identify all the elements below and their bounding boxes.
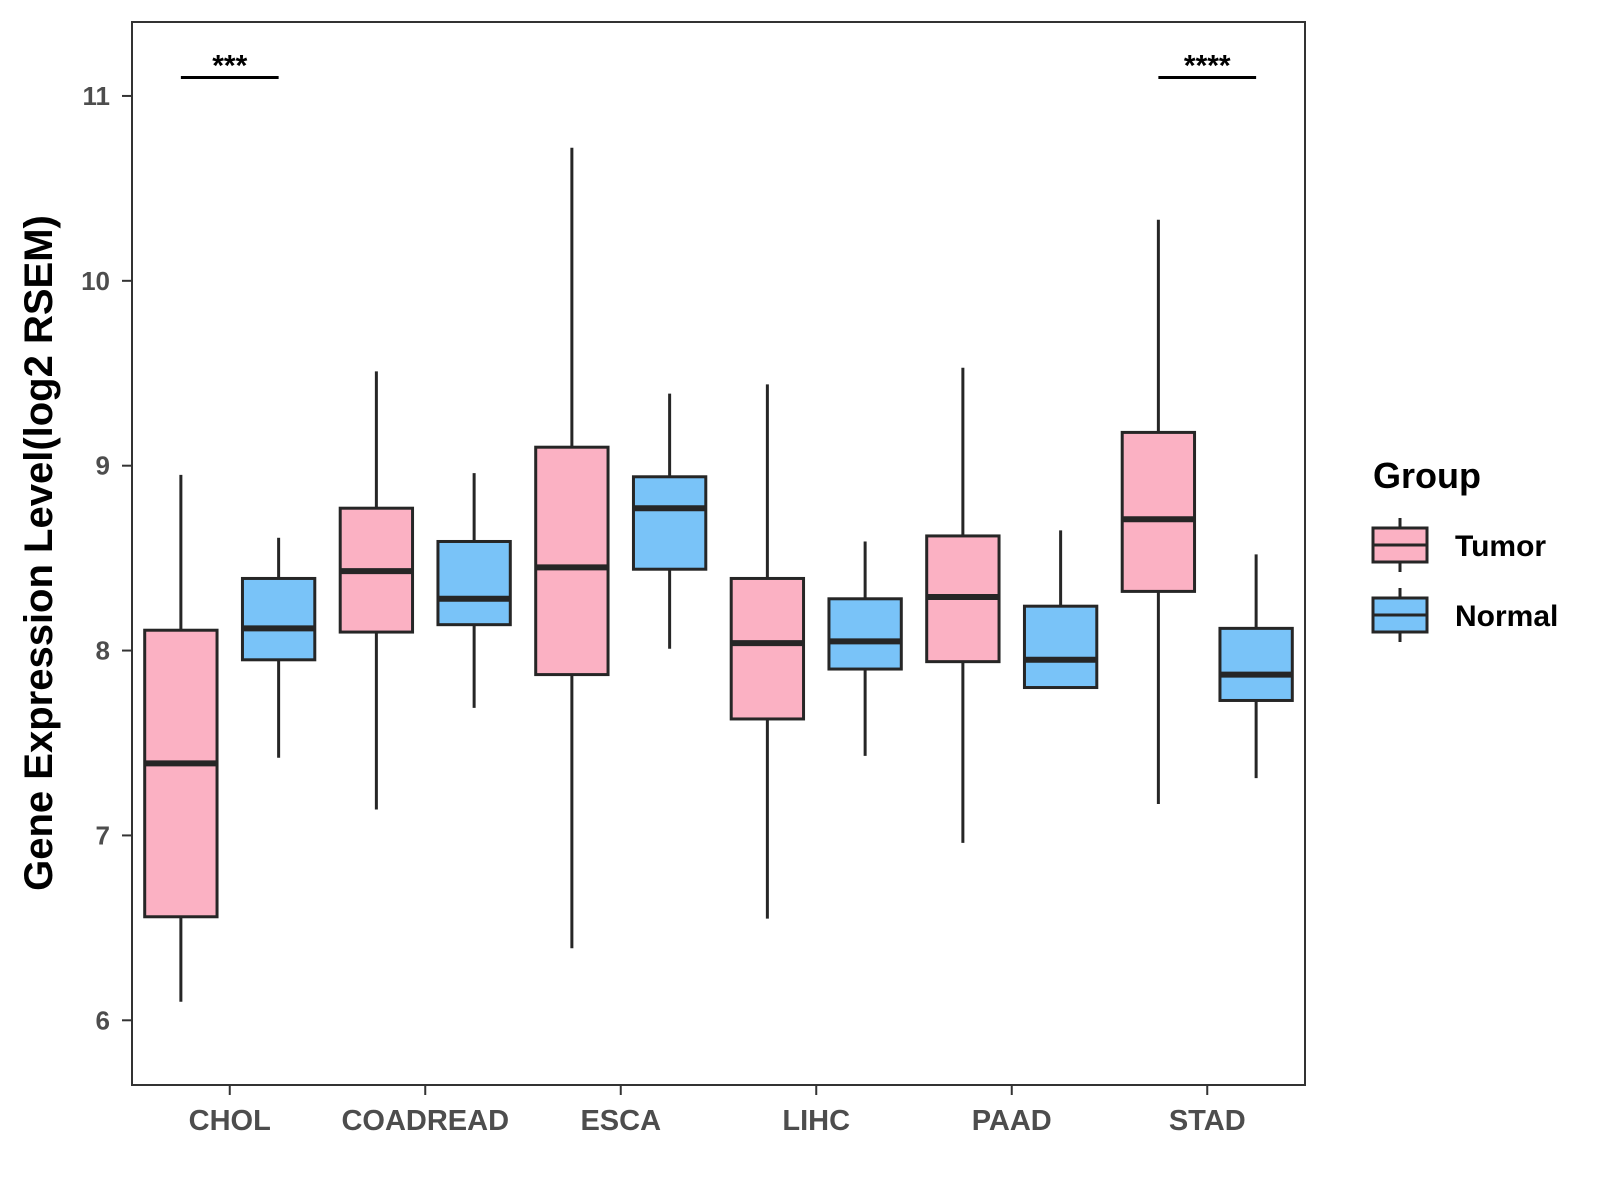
y-tick-label: 11 xyxy=(83,81,111,111)
x-tick-label: ESCA xyxy=(580,1105,661,1137)
box-iqr xyxy=(534,445,610,677)
y-tick-label: 10 xyxy=(81,266,110,296)
legend-title: Group xyxy=(1373,455,1481,496)
box-iqr xyxy=(729,576,806,721)
box-iqr xyxy=(436,539,512,627)
y-axis: 6 7 8 9 10 11 xyxy=(81,81,132,1035)
normal-legend-key xyxy=(1371,588,1429,642)
tumor-legend-label: Tumor xyxy=(1455,530,1546,563)
tumor-box-coadread xyxy=(338,371,415,810)
plot-panel xyxy=(131,21,1306,1086)
normal-box-esca xyxy=(631,393,708,649)
box-series xyxy=(143,147,1294,1002)
y-tick-label: 6 xyxy=(96,1005,110,1035)
box-iqr xyxy=(631,475,708,571)
box-iqr xyxy=(240,576,317,662)
tumor-legend-key xyxy=(1371,518,1429,572)
box-iqr xyxy=(1218,626,1294,702)
tumor-box-esca xyxy=(534,147,610,949)
x-tick-label: COADREAD xyxy=(341,1105,509,1137)
significance-label: **** xyxy=(1184,49,1231,82)
x-tick-label: STAD xyxy=(1169,1105,1246,1137)
box-iqr xyxy=(827,597,903,671)
tumor-box-chol xyxy=(143,474,219,1002)
x-axis: CHOL COADREAD ESCA LIHC PAAD STAD xyxy=(189,1085,1246,1137)
normal-box-lihc xyxy=(827,541,903,756)
box-iqr xyxy=(1120,430,1197,593)
normal-legend-label: Normal xyxy=(1455,600,1558,633)
x-tick-label: LIHC xyxy=(782,1105,850,1137)
y-tick-label: 8 xyxy=(96,636,110,666)
box-iqr xyxy=(143,628,219,919)
normal-box-paad xyxy=(1022,530,1099,690)
tumor-box-paad xyxy=(925,367,1001,843)
normal-box-coadread xyxy=(436,473,512,708)
y-axis-title: Gene Expression Level(log2 RSEM) xyxy=(17,215,61,891)
significance-annotations: *** **** xyxy=(180,49,1257,82)
y-tick-label: 7 xyxy=(96,820,110,850)
normal-box-chol xyxy=(240,537,317,758)
significance-label: *** xyxy=(212,49,247,82)
y-tick-label: 9 xyxy=(96,451,110,481)
x-tick-label: CHOL xyxy=(189,1105,271,1137)
tumor-box-lihc xyxy=(729,384,806,919)
tumor-box-stad xyxy=(1120,219,1197,804)
box-iqr xyxy=(1022,604,1099,690)
x-tick-label: PAAD xyxy=(972,1105,1052,1137)
normal-box-stad xyxy=(1218,554,1294,779)
legend: Group Tumor Normal xyxy=(1371,455,1558,642)
